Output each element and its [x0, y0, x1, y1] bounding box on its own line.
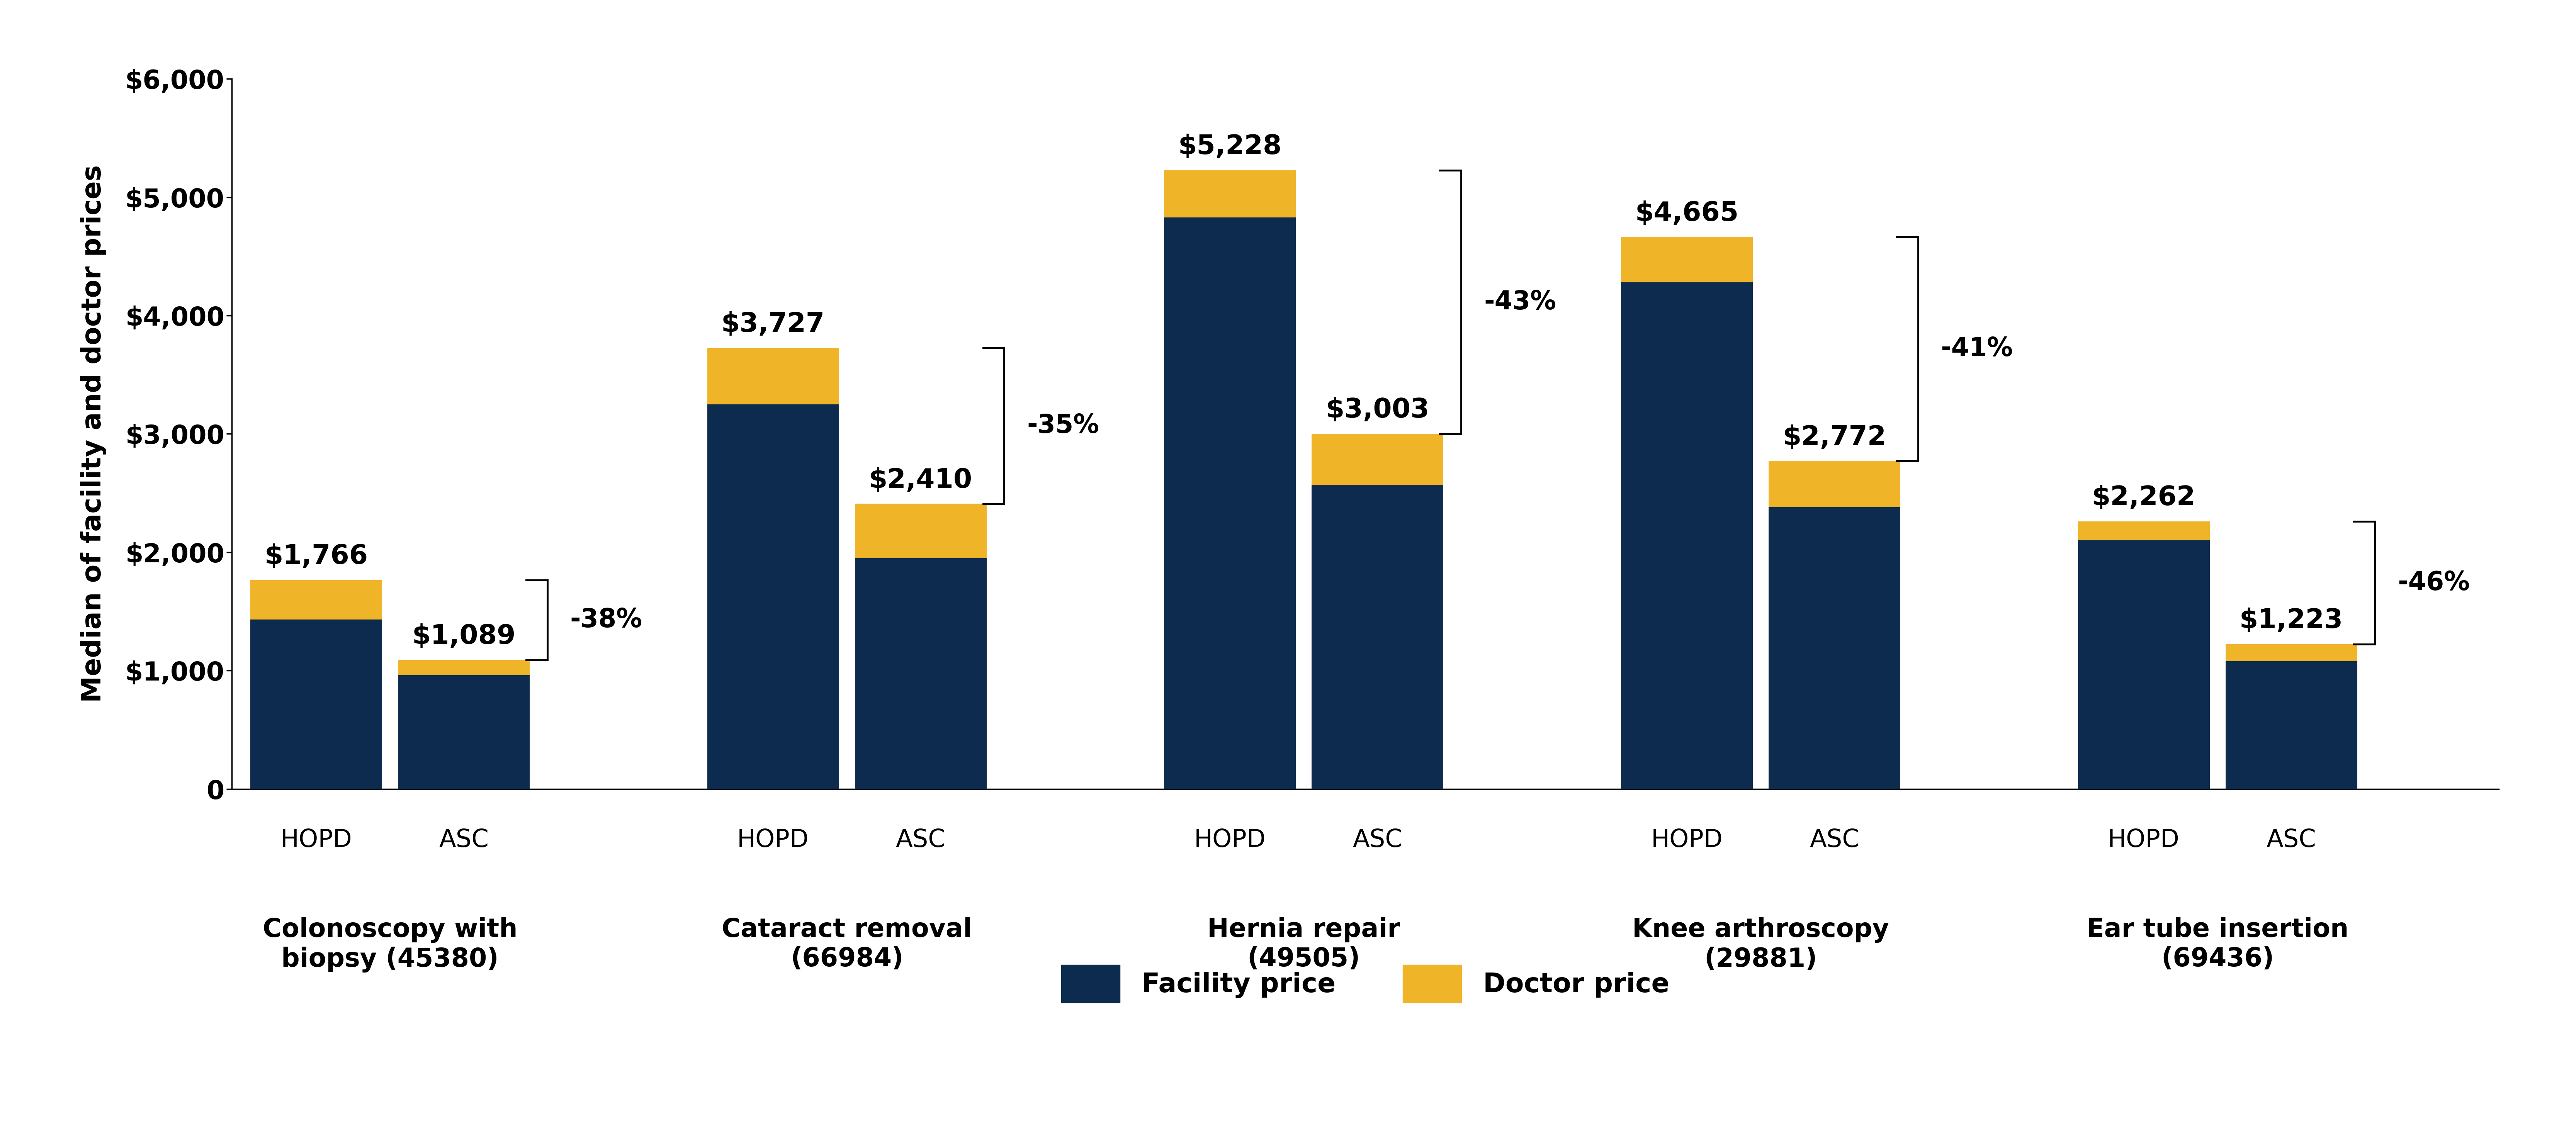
Bar [1770, 461, 1901, 507]
Text: $3,003: $3,003 [1327, 397, 1430, 423]
Text: HOPD: HOPD [281, 828, 353, 852]
Text: HOPD: HOPD [1195, 828, 1265, 852]
Text: -41%: -41% [1940, 336, 2012, 362]
Text: $1,766: $1,766 [265, 543, 368, 569]
Bar [2079, 521, 2210, 540]
Text: $2,262: $2,262 [2092, 485, 2195, 511]
Text: Colonoscopy with
biopsy (45380): Colonoscopy with biopsy (45380) [263, 916, 518, 973]
Bar [397, 660, 531, 675]
Bar [708, 405, 840, 789]
Bar [397, 675, 531, 789]
Text: ASC: ASC [1352, 828, 1401, 852]
Text: $5,228: $5,228 [1177, 134, 1283, 160]
Text: Cataract removal
(66984): Cataract removal (66984) [721, 916, 971, 971]
Bar [1620, 237, 1752, 283]
Bar [708, 348, 840, 405]
Text: $4,665: $4,665 [1636, 201, 1739, 227]
Text: ASC: ASC [896, 828, 945, 852]
Bar [855, 504, 987, 558]
Text: Ear tube insertion
(69436): Ear tube insertion (69436) [2087, 916, 2349, 971]
Text: Knee arthroscopy
(29881): Knee arthroscopy (29881) [1633, 916, 1888, 973]
Text: -35%: -35% [1028, 412, 1100, 438]
Bar [1164, 218, 1296, 789]
Bar [2079, 540, 2210, 789]
Text: HOPD: HOPD [1651, 828, 1723, 852]
Text: ASC: ASC [438, 828, 489, 852]
Bar [250, 580, 381, 620]
Text: $2,772: $2,772 [1783, 425, 1886, 450]
Text: Hernia repair
(49505): Hernia repair (49505) [1208, 916, 1401, 971]
Bar [1770, 507, 1901, 789]
Text: ASC: ASC [1808, 828, 1860, 852]
Y-axis label: Median of facility and doctor prices: Median of facility and doctor prices [80, 165, 106, 703]
Text: $1,089: $1,089 [412, 623, 515, 649]
Text: -43%: -43% [1484, 290, 1556, 314]
Text: $2,410: $2,410 [868, 468, 974, 494]
Text: HOPD: HOPD [737, 828, 809, 852]
Bar [1164, 170, 1296, 218]
Legend: Facility price, Doctor price: Facility price, Doctor price [1061, 965, 1669, 1003]
Bar [250, 620, 381, 789]
Text: ASC: ASC [2267, 828, 2316, 852]
Text: -46%: -46% [2398, 570, 2470, 595]
Bar [2226, 645, 2357, 662]
Text: -38%: -38% [569, 607, 641, 632]
Text: HOPD: HOPD [2107, 828, 2179, 852]
Text: $1,223: $1,223 [2239, 607, 2344, 633]
Text: $3,727: $3,727 [721, 311, 824, 337]
Bar [1311, 434, 1443, 485]
Bar [1311, 485, 1443, 789]
Bar [2226, 662, 2357, 789]
Bar [1620, 283, 1752, 789]
Bar [855, 558, 987, 789]
